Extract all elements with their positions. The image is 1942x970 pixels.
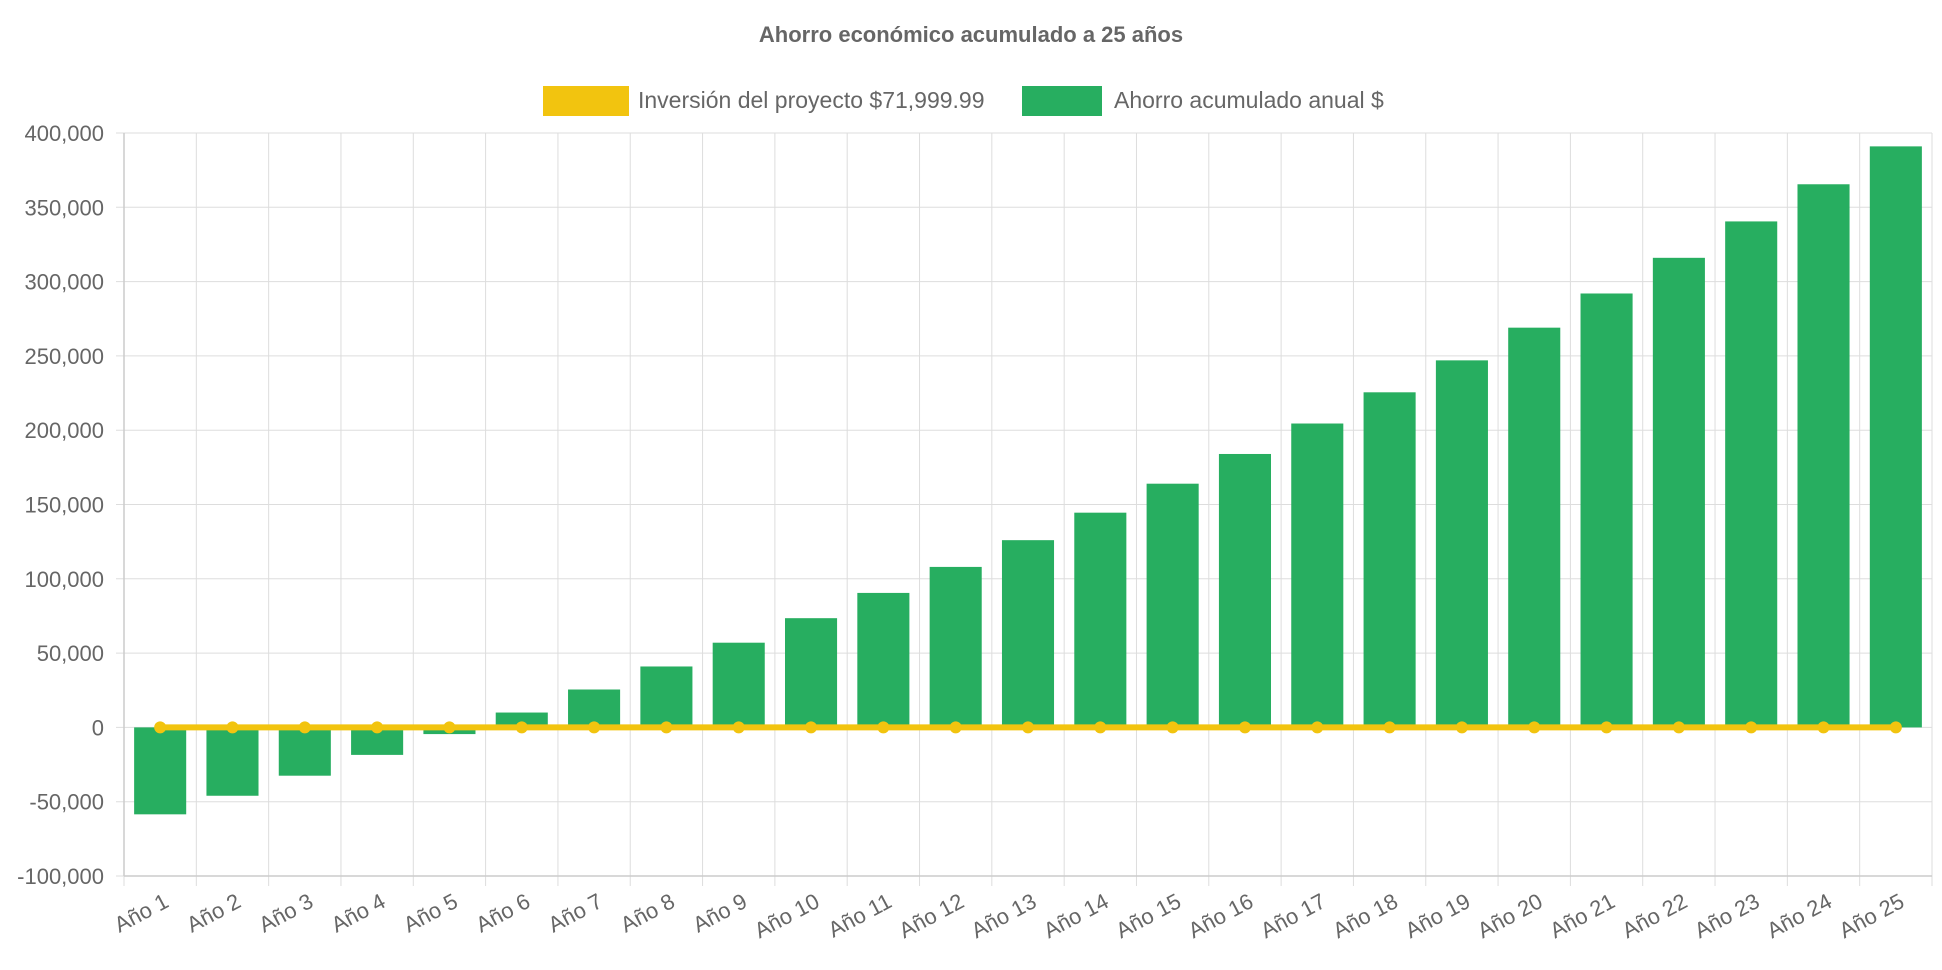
- bar[interactable]: [1001, 540, 1055, 728]
- bar[interactable]: [1363, 392, 1416, 728]
- legend-swatch-investment[interactable]: [543, 86, 629, 116]
- line-point[interactable]: [1672, 721, 1685, 734]
- line-point[interactable]: [1745, 721, 1758, 734]
- y-tick-label: 300,000: [24, 270, 104, 295]
- bar[interactable]: [1580, 293, 1633, 728]
- bar[interactable]: [712, 642, 765, 728]
- line-point[interactable]: [154, 721, 167, 734]
- line-point[interactable]: [588, 721, 601, 734]
- line-point[interactable]: [515, 721, 528, 734]
- x-tick-label: Año 6: [472, 888, 535, 937]
- x-tick-label: Año 13: [967, 888, 1040, 943]
- line-point[interactable]: [371, 721, 384, 734]
- line-point[interactable]: [1455, 721, 1468, 734]
- x-tick-label: Año 17: [1256, 888, 1329, 943]
- x-tick-label: Año 25: [1835, 888, 1908, 943]
- bar[interactable]: [785, 618, 838, 728]
- x-tick-label: Año 21: [1546, 888, 1619, 943]
- line-point[interactable]: [1600, 721, 1613, 734]
- y-tick-label: -50,000: [29, 790, 104, 815]
- x-tick-label: Año 14: [1039, 888, 1112, 943]
- x-axis-ticks: Año 1 Año 2 Año 3 Año 4 Año 5 Año 6 Año 7 Año 8…: [110, 888, 1908, 943]
- y-axis-ticks: 400,000 350,000 300,000 250,000 200,000 150,0…: [17, 121, 104, 889]
- y-tick-label: 150,000: [24, 493, 104, 518]
- bar[interactable]: [929, 566, 982, 728]
- x-tick-label: Año 11: [824, 888, 896, 942]
- bar[interactable]: [1797, 184, 1850, 728]
- x-tick-label: Año 22: [1618, 888, 1691, 943]
- line-point[interactable]: [949, 721, 962, 734]
- line-series: [154, 721, 1902, 734]
- line-point[interactable]: [226, 721, 239, 734]
- line-point[interactable]: [298, 721, 311, 734]
- y-tick-label: 250,000: [24, 344, 104, 369]
- x-tick-label: Año 20: [1473, 888, 1546, 943]
- bar-series: [134, 146, 1922, 815]
- chart-title: Ahorro económico acumulado a 25 años: [759, 22, 1183, 47]
- x-tick-label: Año 24: [1763, 888, 1836, 943]
- bar[interactable]: [1435, 360, 1488, 728]
- x-tick-label: Año 3: [255, 888, 318, 937]
- x-tick-label: Año 9: [689, 888, 752, 937]
- line-point[interactable]: [1528, 721, 1541, 734]
- line-point[interactable]: [1238, 721, 1251, 734]
- line-point[interactable]: [1094, 721, 1107, 734]
- bar[interactable]: [1074, 512, 1127, 728]
- line-point[interactable]: [660, 721, 673, 734]
- legend: Inversión del proyecto $71,999.99 Ahorro…: [543, 86, 1384, 116]
- line-point[interactable]: [805, 721, 818, 734]
- bar[interactable]: [568, 689, 621, 728]
- bar[interactable]: [1508, 327, 1561, 728]
- x-tick-label: Año 4: [327, 888, 390, 937]
- bar[interactable]: [206, 727, 259, 796]
- line-point[interactable]: [1889, 721, 1902, 734]
- line-point[interactable]: [732, 721, 745, 734]
- line-point[interactable]: [877, 721, 890, 734]
- bar[interactable]: [1291, 423, 1344, 728]
- x-tick-label: Año 19: [1401, 888, 1474, 943]
- bar[interactable]: [857, 592, 910, 728]
- x-tick-label: Año 5: [399, 888, 462, 937]
- legend-swatch-savings[interactable]: [1022, 86, 1102, 116]
- line-point[interactable]: [1383, 721, 1396, 734]
- y-tick-label: 350,000: [24, 195, 104, 220]
- y-tick-label: 0: [92, 715, 104, 740]
- legend-label-investment[interactable]: Inversión del proyecto $71,999.99: [638, 87, 985, 113]
- bar[interactable]: [1725, 221, 1778, 728]
- bar[interactable]: [134, 727, 187, 815]
- bar[interactable]: [640, 666, 693, 728]
- x-tick-label: Año 10: [750, 888, 823, 943]
- x-tick-label: Año 8: [616, 888, 679, 937]
- x-tick-label: Año 18: [1329, 888, 1402, 943]
- bar[interactable]: [1146, 483, 1199, 728]
- bar[interactable]: [1869, 146, 1922, 728]
- line-point[interactable]: [1817, 721, 1830, 734]
- x-tick-label: Año 23: [1690, 888, 1763, 943]
- bar[interactable]: [1218, 453, 1271, 728]
- line-point[interactable]: [1022, 721, 1034, 734]
- y-tick-label: -100,000: [17, 864, 104, 889]
- x-tick-label: Año 12: [895, 888, 968, 943]
- bar[interactable]: [495, 712, 548, 728]
- x-tick-label: Año 1: [110, 888, 173, 937]
- x-tick-label: Año 16: [1184, 888, 1257, 943]
- y-tick-label: 400,000: [24, 121, 104, 146]
- x-tick-label: Año 7: [544, 888, 607, 937]
- y-tick-label: 100,000: [24, 567, 104, 592]
- x-tick-label: Año 15: [1112, 888, 1185, 943]
- x-tick-label: Año 2: [182, 888, 245, 937]
- bar[interactable]: [1652, 257, 1705, 728]
- y-tick-label: 50,000: [37, 641, 104, 666]
- line-point[interactable]: [1166, 721, 1179, 734]
- y-tick-label: 200,000: [24, 418, 104, 443]
- line-point[interactable]: [1311, 721, 1324, 734]
- line-point[interactable]: [443, 721, 456, 734]
- bar[interactable]: [278, 727, 331, 776]
- grid: [116, 132, 1933, 886]
- legend-label-savings[interactable]: Ahorro acumulado anual $: [1114, 87, 1384, 113]
